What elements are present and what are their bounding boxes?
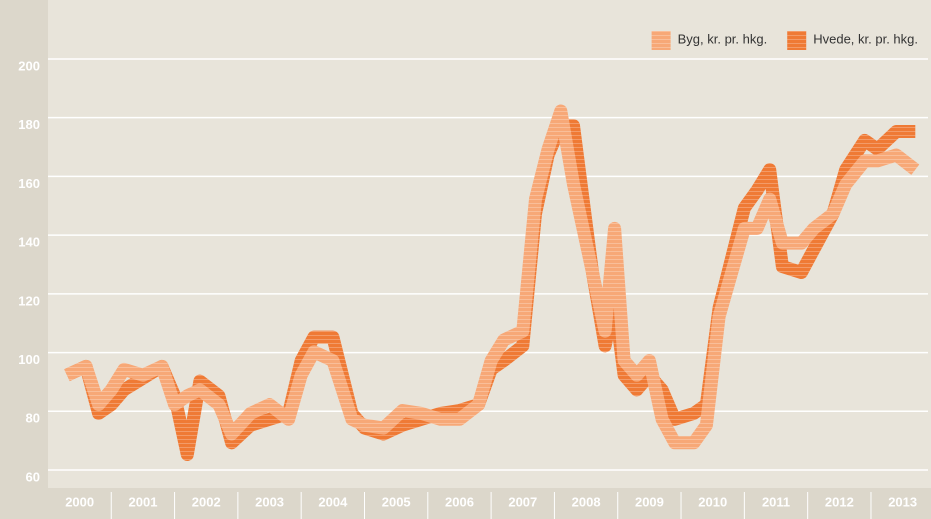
x-tick-label: 2013 bbox=[888, 494, 917, 509]
x-tick-label: 2008 bbox=[572, 494, 601, 509]
legend-label: Hvede, kr. pr. hkg. bbox=[813, 31, 918, 46]
x-tick-label: 2011 bbox=[762, 494, 790, 509]
y-tick-label: 140 bbox=[18, 235, 40, 250]
y-tick-label: 80 bbox=[26, 411, 40, 426]
y-tick-label: 200 bbox=[18, 58, 40, 73]
x-tick-label: 2003 bbox=[255, 494, 284, 509]
x-tick-label: 2009 bbox=[635, 494, 664, 509]
x-tick-label: 2002 bbox=[192, 494, 221, 509]
legend: Hvede, kr. pr. hkg. Byg, kr. pr. hkg. bbox=[651, 31, 918, 50]
x-tick-label: 2001 bbox=[129, 494, 158, 509]
y-tick-label: 180 bbox=[18, 117, 40, 132]
x-tick-label: 2010 bbox=[698, 494, 727, 509]
x-tick-label: 2000 bbox=[65, 494, 94, 509]
x-tick-label: 2007 bbox=[508, 494, 537, 509]
y-tick-label: 100 bbox=[18, 352, 40, 367]
x-tick-label: 2004 bbox=[318, 494, 348, 509]
y-axis-band bbox=[0, 0, 48, 519]
y-tick-label: 160 bbox=[18, 176, 40, 191]
legend-swatch-hatch bbox=[787, 31, 807, 50]
x-axis-band bbox=[0, 488, 931, 519]
legend-label: Byg, kr. pr. hkg. bbox=[678, 31, 768, 46]
x-tick-label: 2005 bbox=[382, 494, 411, 509]
series-hatch bbox=[64, 119, 916, 461]
series-hatch bbox=[64, 104, 920, 450]
x-tick-label: 2006 bbox=[445, 494, 474, 509]
y-tick-label: 120 bbox=[18, 293, 40, 308]
y-tick-label: 60 bbox=[26, 469, 40, 484]
x-tick-label: 2012 bbox=[825, 494, 854, 509]
legend-swatch-hatch bbox=[651, 31, 671, 50]
